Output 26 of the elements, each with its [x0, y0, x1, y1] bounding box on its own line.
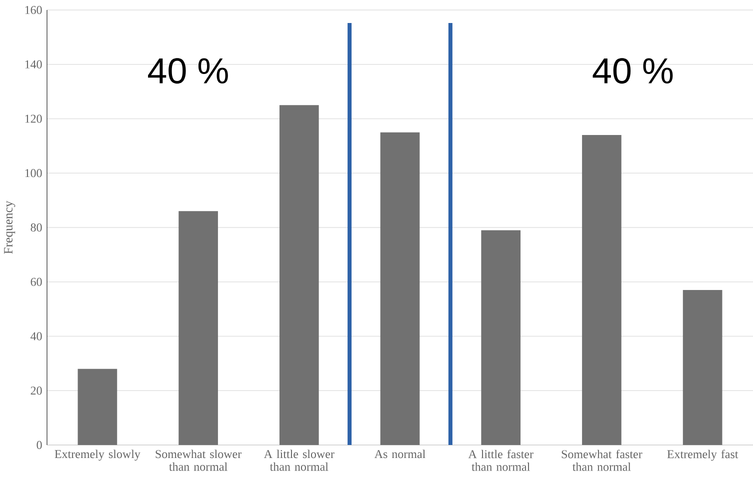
y-tick-label: 160 [25, 6, 42, 14]
bar [78, 368, 118, 445]
bar [682, 290, 722, 445]
bar [481, 230, 521, 445]
x-tick-label: A little slower than normal [264, 450, 334, 471]
y-tick-label: 140 [25, 60, 42, 68]
y-axis-title: Frequency [4, 200, 16, 254]
annotation: 40 % [592, 58, 673, 84]
y-tick-label: 40 [30, 332, 42, 340]
y-tick-label: 100 [25, 169, 42, 178]
annotation: 40 % [148, 58, 228, 84]
x-tick-label: A little faster than normal [468, 450, 534, 471]
bar [178, 211, 218, 445]
x-tick-label: Extremely slowly [54, 450, 140, 461]
bar [582, 135, 622, 445]
bar [279, 105, 319, 445]
y-tick-label: 80 [30, 223, 42, 232]
x-tick-label: Extremely fast [667, 450, 738, 461]
y-tick-label: 60 [30, 278, 42, 286]
y-tick-label: 20 [30, 386, 42, 395]
x-tick-label: Somewhat faster than normal [562, 450, 642, 471]
bar [380, 132, 420, 445]
x-tick-label: As normal [374, 450, 426, 458]
y-tick-label: 120 [25, 114, 42, 123]
x-tick-label: Somewhat slower than normal [156, 450, 242, 471]
y-tick-label: 0 [36, 440, 42, 450]
